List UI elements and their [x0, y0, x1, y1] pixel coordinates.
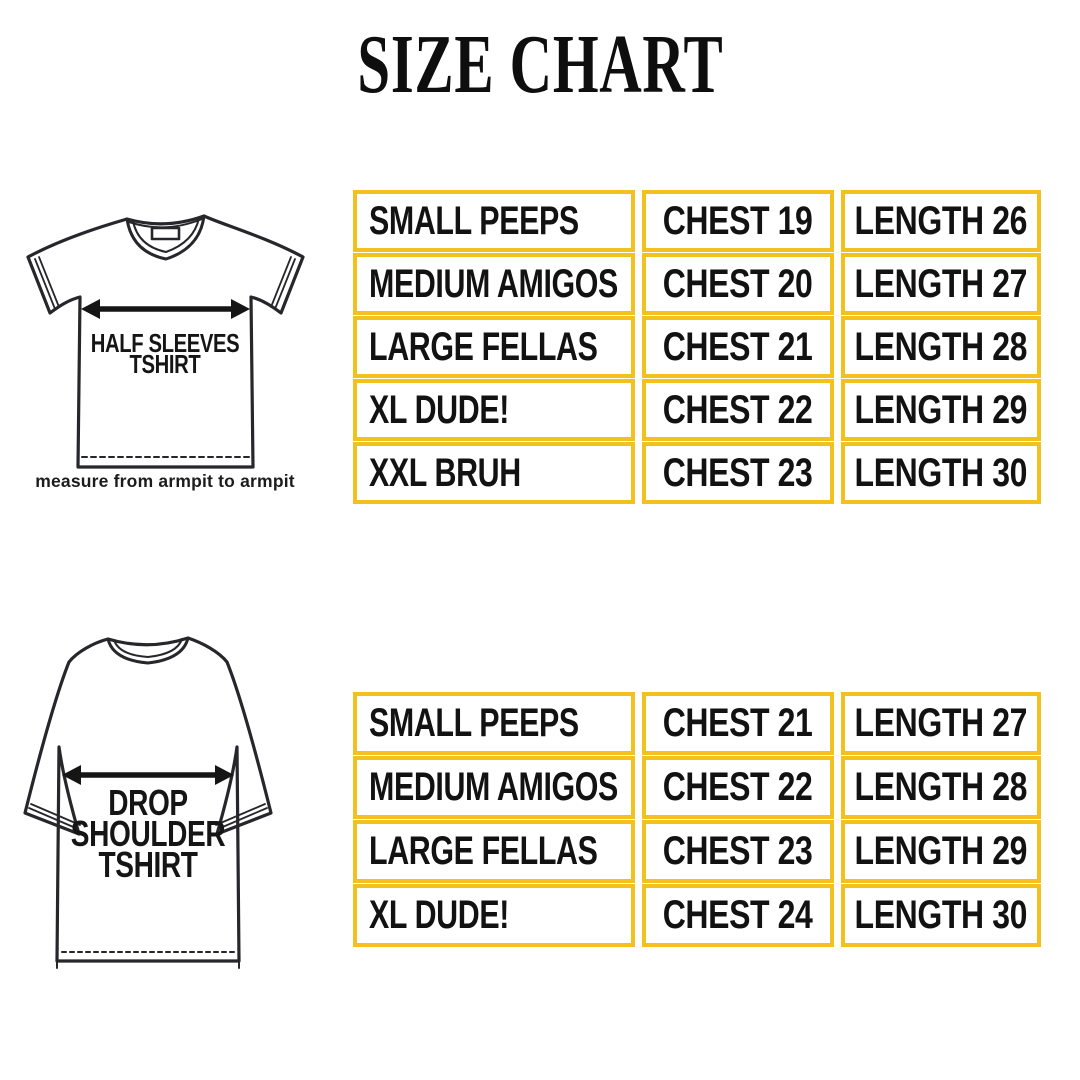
shirt-label-line: DROP — [108, 782, 188, 823]
half-sleeves-shirt-figure: HALF SLEEVES TSHIRT measure from armpit … — [10, 195, 320, 495]
half-sleeves-shirt-label: HALF SLEEVES TSHIRT — [10, 328, 320, 379]
half-sleeves-size-table: SMALL PEEPS CHEST 19 LENGTH 26 MEDIUM AM… — [353, 190, 1041, 504]
chest-arrow-icon — [62, 765, 234, 785]
shirt-label-line: SHOULDER — [70, 813, 226, 854]
drop-shoulder-shirt-label: DROP SHOULDER TSHIRT — [13, 782, 283, 885]
table-cell-length: LENGTH 27 — [841, 253, 1041, 315]
table-cell-chest: CHEST 20 — [642, 253, 834, 315]
table-cell-size: SMALL PEEPS — [353, 190, 635, 252]
table-cell-size: XL DUDE! — [353, 884, 635, 947]
half-sleeves-tshirt-icon — [26, 214, 305, 469]
table-cell-size: SMALL PEEPS — [353, 692, 635, 755]
table-cell-chest: CHEST 19 — [642, 190, 834, 252]
drop-shoulder-shirt-figure: DROP SHOULDER TSHIRT — [13, 625, 283, 970]
table-cell-chest: CHEST 23 — [642, 442, 834, 504]
shirt-label-line: TSHIRT — [98, 844, 198, 885]
table-cell-length: LENGTH 27 — [841, 692, 1041, 755]
table-cell-chest: CHEST 22 — [642, 756, 834, 819]
table-cell-size: MEDIUM AMIGOS — [353, 253, 635, 315]
shirt-label-line: TSHIRT — [129, 349, 201, 379]
table-cell-length: LENGTH 29 — [841, 820, 1041, 883]
table-cell-size: XXL BRUH — [353, 442, 635, 504]
table-cell-chest: CHEST 21 — [642, 316, 834, 378]
drop-shoulder-tshirt-icon — [23, 636, 273, 969]
table-cell-chest: CHEST 23 — [642, 820, 834, 883]
table-cell-length: LENGTH 30 — [841, 884, 1041, 947]
table-cell-length: LENGTH 29 — [841, 379, 1041, 441]
table-cell-size: LARGE FELLAS — [353, 316, 635, 378]
table-cell-length: LENGTH 28 — [841, 316, 1041, 378]
chest-arrow-icon — [81, 299, 250, 319]
table-cell-chest: CHEST 21 — [642, 692, 834, 755]
page-title: SIZE CHART — [356, 18, 723, 111]
table-cell-chest: CHEST 24 — [642, 884, 834, 947]
table-cell-size: XL DUDE! — [353, 379, 635, 441]
table-cell-length: LENGTH 28 — [841, 756, 1041, 819]
shirt-label-line: HALF SLEEVES — [90, 328, 240, 358]
drop-shoulder-size-table: SMALL PEEPS CHEST 21 LENGTH 27 MEDIUM AM… — [353, 692, 1041, 947]
table-cell-chest: CHEST 22 — [642, 379, 834, 441]
measure-caption: measure from armpit to armpit — [35, 471, 295, 491]
table-cell-size: LARGE FELLAS — [353, 820, 635, 883]
table-cell-size: MEDIUM AMIGOS — [353, 756, 635, 819]
table-cell-length: LENGTH 26 — [841, 190, 1041, 252]
table-cell-length: LENGTH 30 — [841, 442, 1041, 504]
